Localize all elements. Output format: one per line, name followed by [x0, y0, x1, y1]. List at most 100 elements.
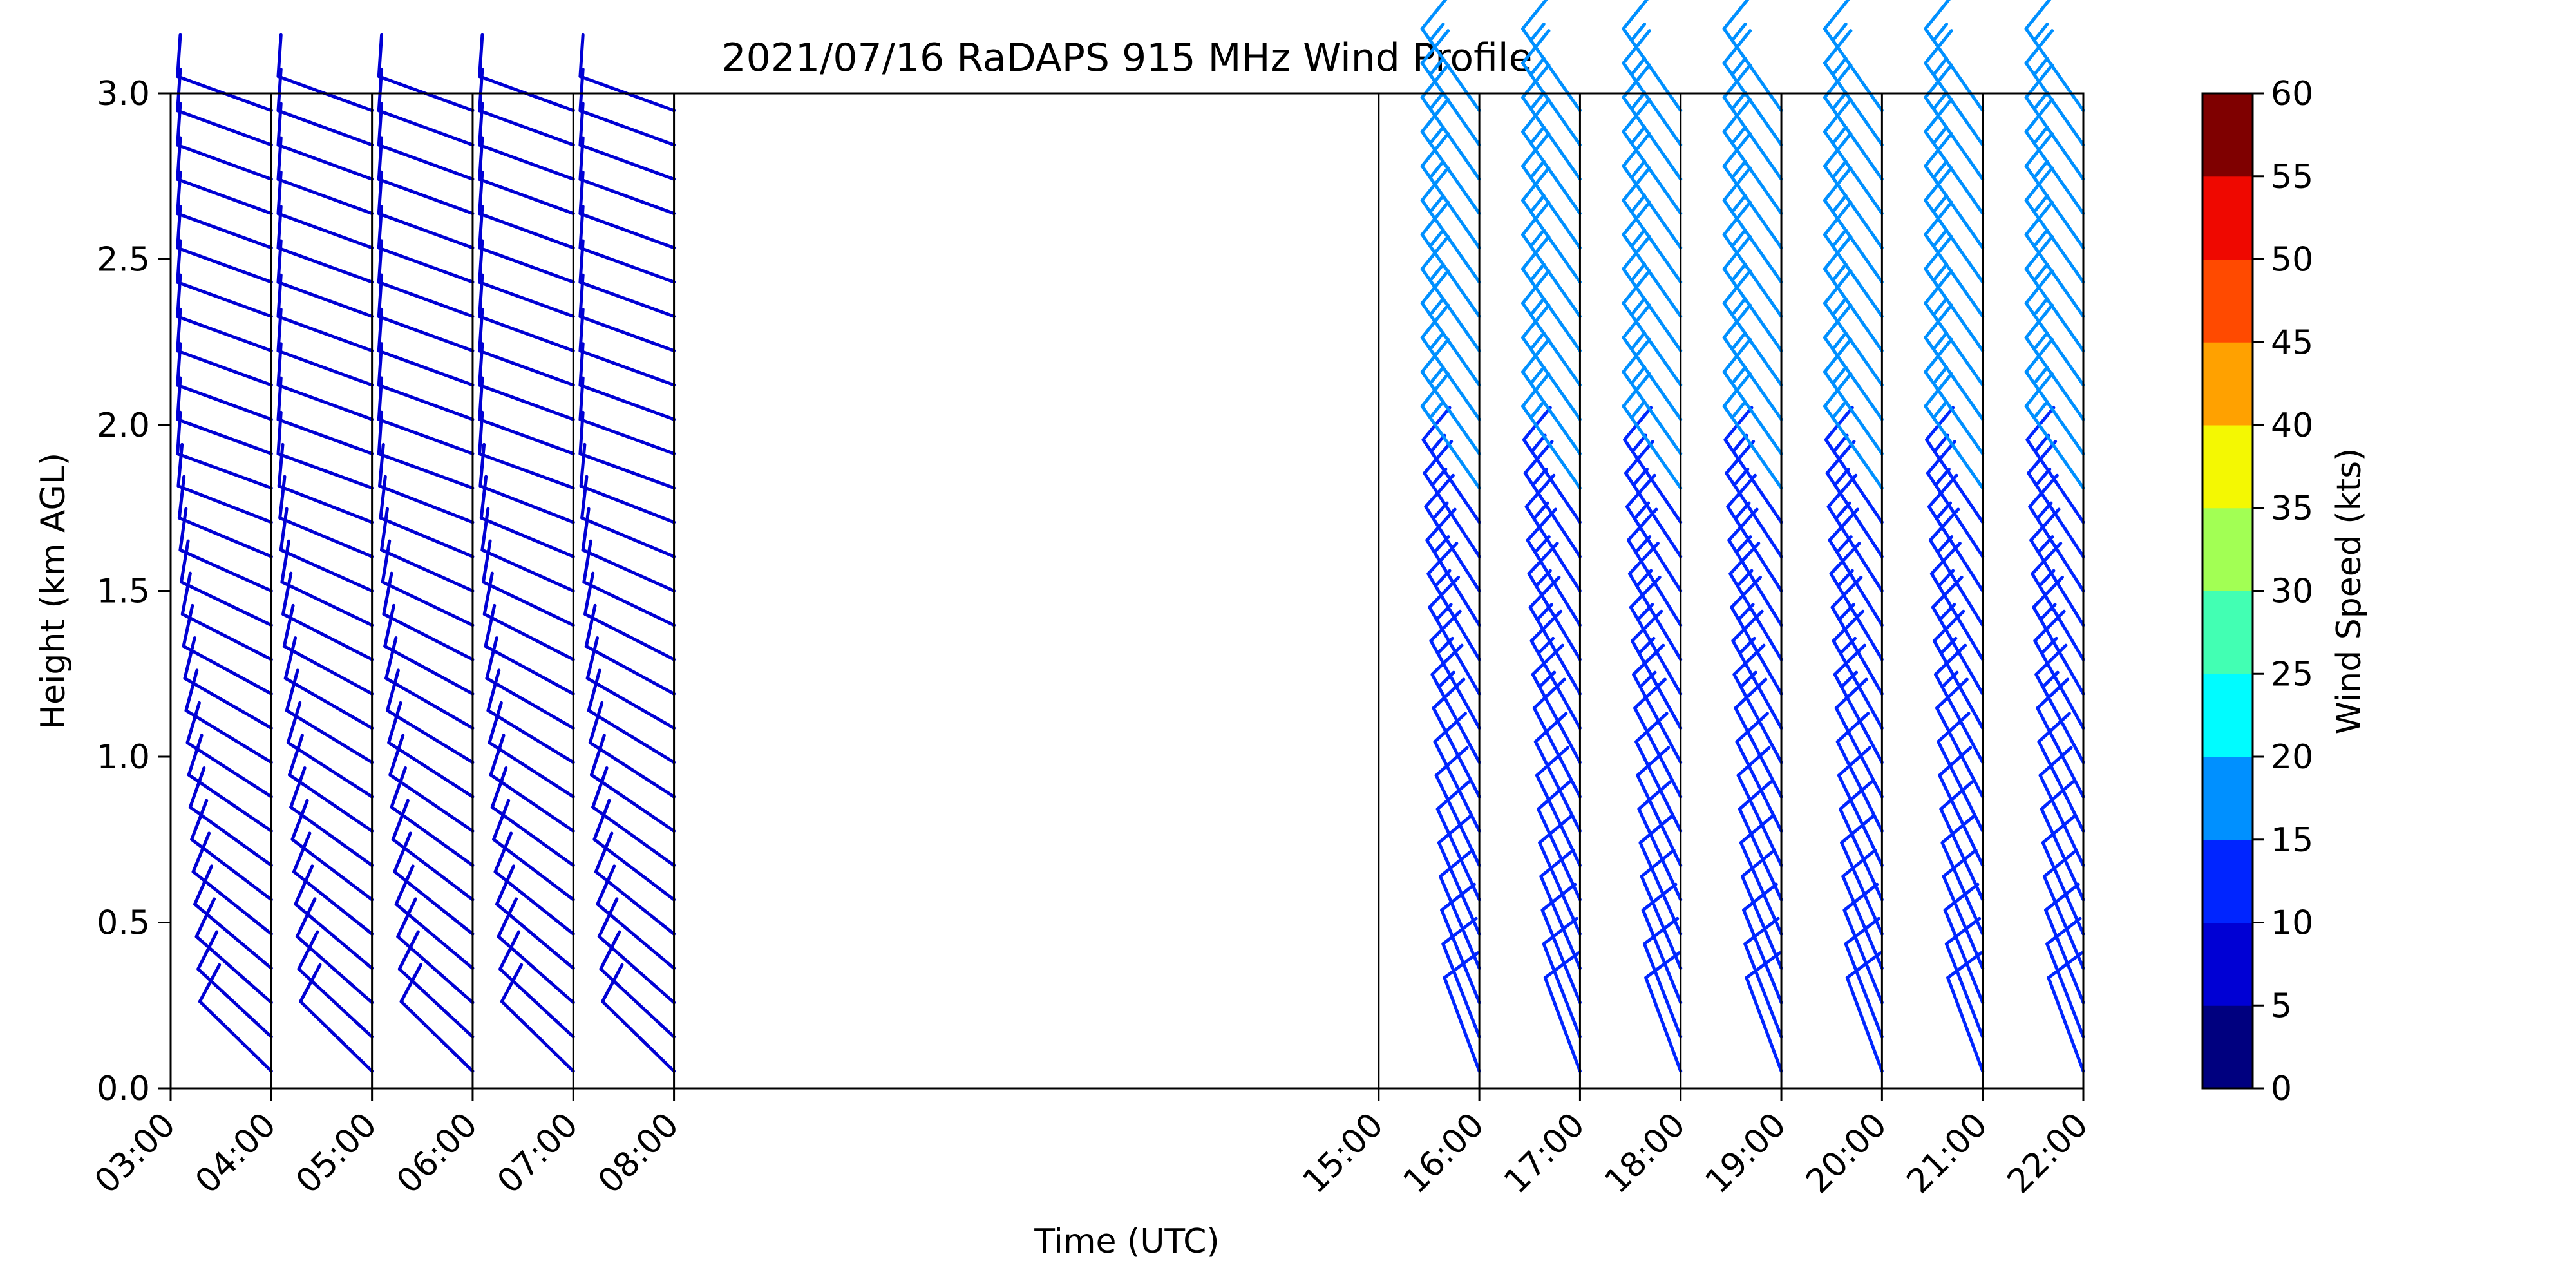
wind-barb-half-flag: [1529, 194, 1546, 214]
wind-barb-half-flag: [2033, 433, 2050, 453]
wind-barb-staff: [497, 934, 575, 1005]
wind-barb-flag: [185, 701, 201, 744]
wind-barb-flag: [2028, 473, 2059, 509]
wind-barb-staff: [1927, 505, 1985, 592]
wind-barb-staff: [1924, 336, 1985, 421]
wind-barb-half-flag: [2032, 400, 2049, 420]
wind-barb-staff: [176, 280, 273, 318]
wind-barb-staff: [393, 870, 475, 936]
wind-barb-staff: [1622, 370, 1683, 455]
x-tick-label: 08:00: [591, 1106, 686, 1201]
wind-barb-flag: [1726, 473, 1757, 509]
colorbar-swatch: [2202, 93, 2253, 177]
wind-barb-staff: [1420, 198, 1481, 284]
wind-barb-flag: [482, 571, 494, 616]
wind-barb-staff: [579, 484, 676, 524]
wind-barb-staff: [183, 676, 273, 730]
wind-barb-staff: [578, 109, 676, 147]
wind-barb-flag: [1743, 916, 1780, 946]
wind-barb-staff: [187, 773, 273, 833]
wind-barb-flag: [1540, 882, 1577, 912]
wind-barb-staff: [1530, 639, 1582, 730]
wind-barb-staff: [1430, 672, 1481, 764]
wind-barb-staff: [184, 708, 273, 764]
wind-barb-half-flag: [1730, 297, 1747, 317]
wind-barb-flag: [193, 864, 214, 906]
wind-barb-staff: [1830, 605, 1884, 696]
wind-barb-flag: [1522, 406, 1552, 442]
wind-barb-half-flag: [1931, 331, 1949, 351]
wind-barb-staff: [290, 837, 374, 902]
wind-barb-flag: [2047, 951, 2084, 980]
colorbar-swatch: [2202, 259, 2253, 343]
wind-barb-flag: [383, 603, 395, 648]
wind-barb-staff: [1935, 706, 1985, 799]
wind-barb-flag: [180, 571, 192, 616]
wind-barb-staff: [299, 999, 374, 1073]
wind-barb-staff: [194, 934, 273, 1005]
wind-barb-staff: [2024, 198, 2085, 284]
x-tick-label: 18:00: [1598, 1106, 1693, 1201]
wind-barb-half-flag: [1931, 57, 1949, 77]
wind-barb-flag: [2027, 440, 2058, 475]
wind-barb-staff: [578, 383, 676, 421]
wind-barb-staff: [601, 999, 676, 1073]
wind-barb-flag: [2024, 0, 2052, 31]
wind-barb-staff: [486, 708, 575, 764]
wind-barb-staff: [176, 349, 273, 387]
wind-barb-staff: [583, 612, 676, 661]
wind-barb-flag: [500, 963, 524, 1003]
wind-barb-flag: [396, 897, 417, 938]
wind-barb-staff: [282, 644, 374, 696]
wind-barb-half-flag: [1730, 262, 1747, 283]
wind-barb-staff: [1622, 198, 1683, 284]
wind-barb-staff: [580, 516, 676, 558]
wind-barb-half-flag: [1933, 433, 1949, 453]
x-tick-label: 20:00: [1799, 1106, 1894, 1201]
wind-barb-staff: [292, 870, 374, 936]
wind-barb-flag: [1925, 406, 1955, 442]
wind-barb-flag: [1624, 440, 1654, 475]
wind-barb-flag: [601, 963, 624, 1003]
wind-barb-staff: [478, 280, 575, 318]
wind-barb-staff: [1725, 471, 1783, 558]
wind-barb-staff: [1740, 875, 1783, 971]
wind-barb-flag: [1523, 440, 1554, 475]
wind-barb-flag: [1637, 780, 1672, 811]
wind-barb-staff: [2024, 129, 2085, 215]
wind-barb-flag: [1840, 814, 1875, 845]
wind-barb-flag: [489, 734, 506, 777]
wind-barb-half-flag: [2032, 228, 2049, 248]
wind-barb-staff: [1622, 129, 1683, 215]
wind-barb-staff: [399, 999, 475, 1073]
wind-barb-flag: [1543, 951, 1580, 980]
wind-barb-staff: [1734, 706, 1783, 799]
wind-barb-flag: [1640, 848, 1676, 878]
wind-barb-half-flag: [1629, 160, 1647, 180]
wind-barb-staff: [1622, 27, 1683, 113]
wind-barb-half-flag: [1931, 125, 1949, 146]
wind-barb-half-flag: [1629, 228, 1647, 248]
y-tick-label: 1.0: [97, 738, 150, 777]
wind-barb-flag: [1833, 643, 1866, 676]
wind-barb-half-flag: [1428, 23, 1445, 43]
wind-barb-flag: [1423, 440, 1454, 475]
colorbar-swatch: [2202, 757, 2253, 840]
wind-barb-half-flag: [1529, 365, 1546, 385]
wind-barb-flag: [381, 539, 392, 584]
wind-barb-half-flag: [1730, 125, 1747, 146]
wind-barb-flag: [2038, 746, 2073, 777]
wind-barb-half-flag: [1428, 125, 1445, 146]
wind-barb-staff: [2037, 740, 2085, 833]
wind-barb-staff: [295, 934, 374, 1005]
wind-barb-half-flag: [1529, 228, 1546, 248]
x-tick-label: 22:00: [2000, 1106, 2096, 1201]
wind-barb-staff: [1832, 639, 1884, 730]
wind-barb-staff: [1845, 976, 1884, 1073]
wind-barb-staff: [276, 383, 374, 421]
wind-barb-staff: [377, 212, 475, 250]
wind-barb-half-flag: [1529, 160, 1546, 180]
wind-barb-half-flag: [2032, 194, 2049, 214]
x-tick-label: 17:00: [1497, 1106, 1592, 1201]
wind-barb-staff: [1823, 129, 1884, 215]
